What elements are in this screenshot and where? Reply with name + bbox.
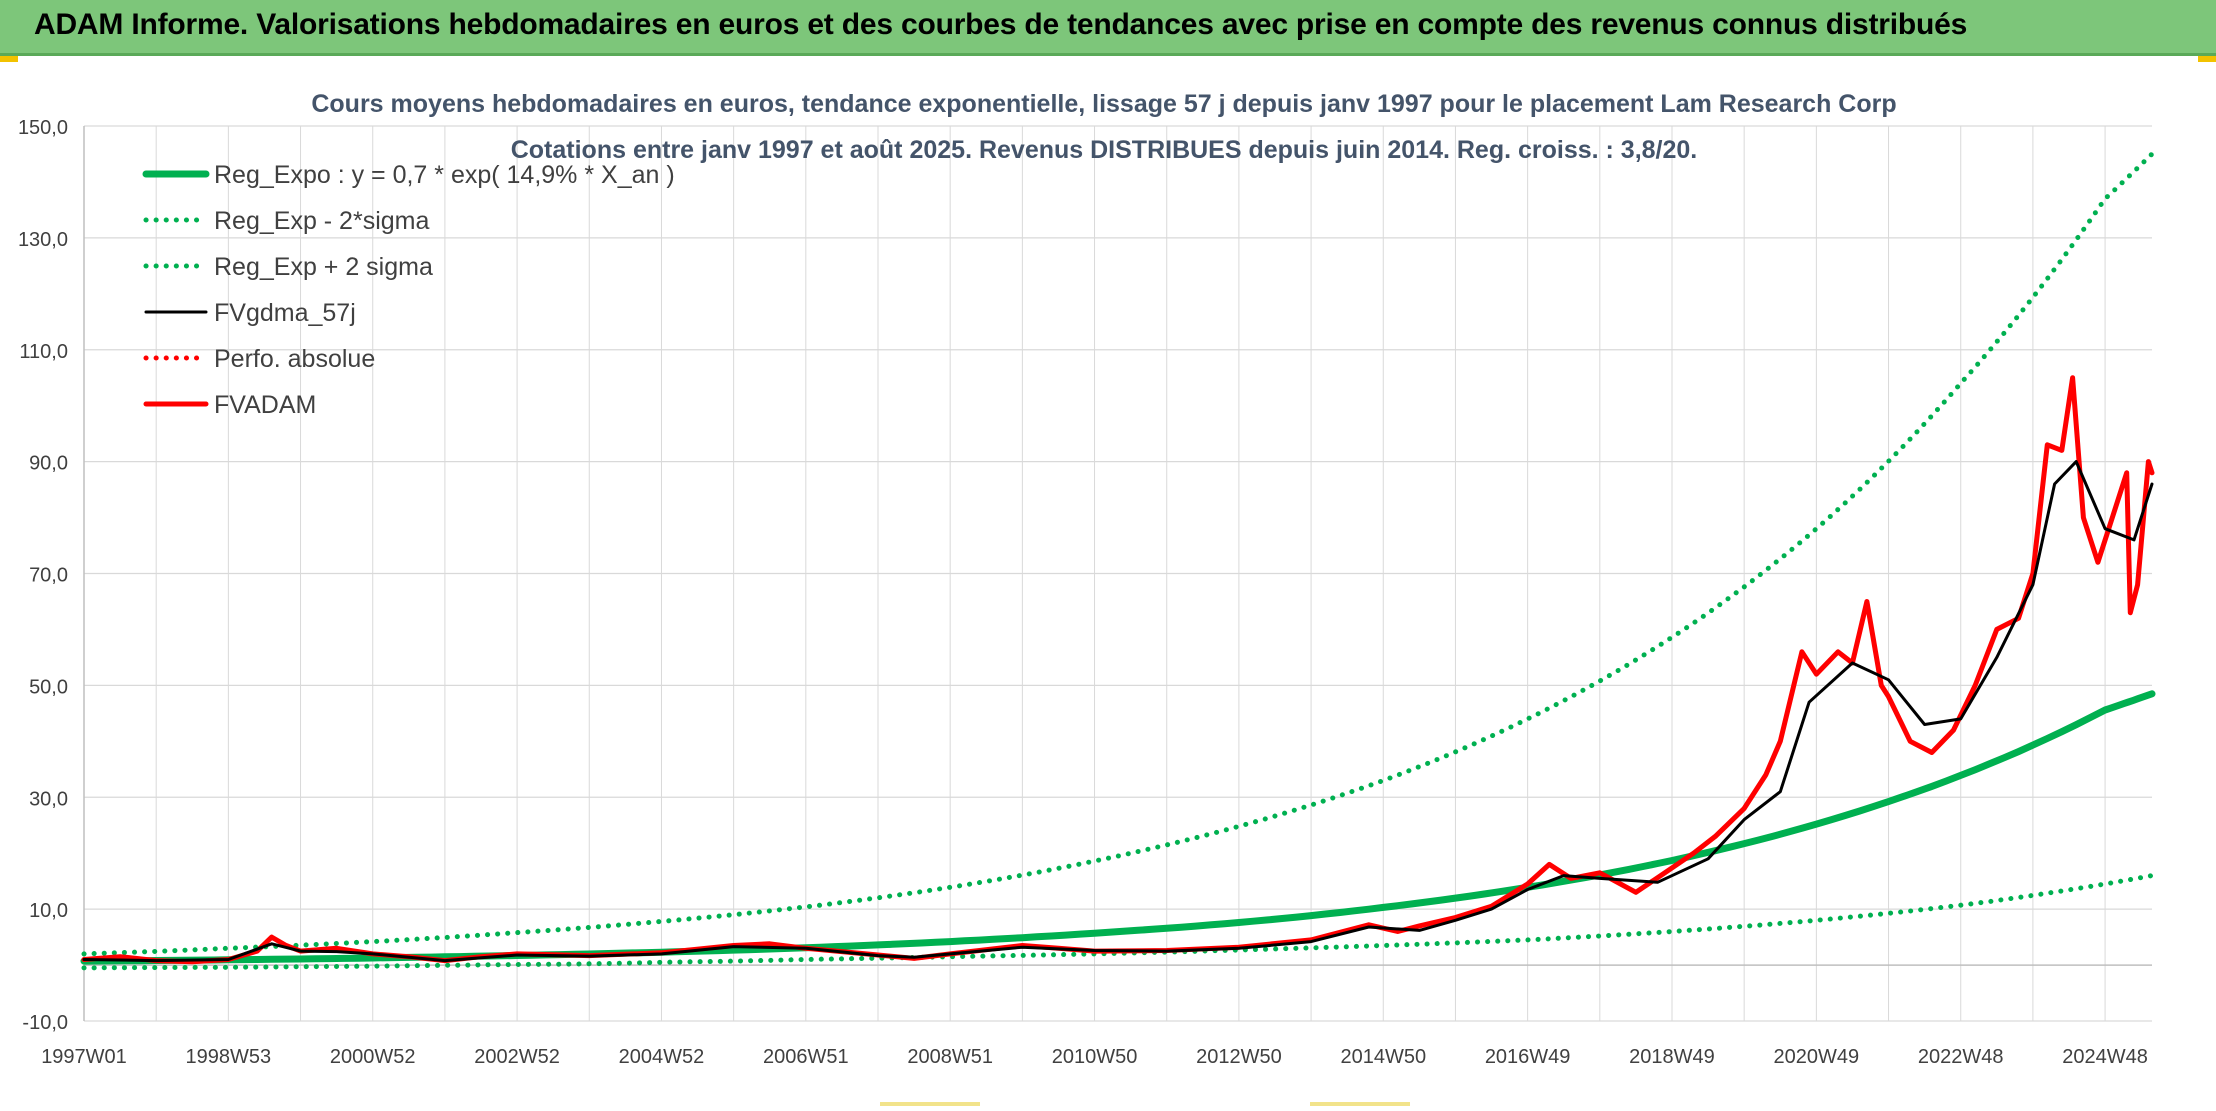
x-tick-label: 2000W52 <box>330 1046 416 1068</box>
legend-label: FVADAM <box>214 391 316 419</box>
legend-item: Perfo. absolue <box>143 345 375 373</box>
y-tick-label: 90,0 <box>29 453 68 475</box>
x-tick-label: 1998W53 <box>186 1046 272 1068</box>
legend-item: FVgdma_57j <box>144 299 356 327</box>
axes: 150,0 130,0 110,0 90,0 70,0 50,0 30,0 10,0 -10,0… <box>18 117 2152 1068</box>
series-line-2 <box>81 151 2155 957</box>
series <box>80 151 2156 971</box>
y-tick-label: 30,0 <box>29 788 68 810</box>
chart-svg: 150,0 130,0 110,0 90,0 70,0 50,0 30,0 10,0 -10,0… <box>18 90 2156 1068</box>
y-tick-label: 130,0 <box>18 229 68 251</box>
bottom-marker <box>880 1102 980 1106</box>
y-tick-label: -10,0 <box>22 1012 68 1034</box>
legend-label: Reg_Exp + 2 sigma <box>214 253 433 281</box>
x-tick-label: 2016W49 <box>1485 1046 1571 1068</box>
chart-title: Cours moyens hebdomadaires en euros, ten… <box>311 90 1896 118</box>
x-tick-label: 1997W01 <box>41 1046 127 1068</box>
y-tick-label: 150,0 <box>18 117 68 139</box>
grid <box>83 125 2152 1022</box>
x-tick-label: 2014W50 <box>1340 1046 1426 1068</box>
series-line-3 <box>82 460 2154 963</box>
x-tick-label: 2018W49 <box>1629 1046 1715 1068</box>
legend-item: Reg_Exp - 2*sigma <box>143 207 429 235</box>
x-tick-label: 2006W51 <box>763 1046 849 1068</box>
corner-marker-left <box>0 56 18 62</box>
x-tick-label: 2020W49 <box>1774 1046 1860 1068</box>
chart-titles: Cours moyens hebdomadaires en euros, ten… <box>311 90 1896 164</box>
y-tick-label: 10,0 <box>29 900 68 922</box>
x-tick-label: 2004W52 <box>619 1046 705 1068</box>
y-tick-label: 110,0 <box>19 341 68 363</box>
legend-item: Reg_Expo : y = 0,7 * exp( 14,9% * X_an ) <box>142 161 675 189</box>
x-tick-label: 2024W48 <box>2062 1046 2148 1068</box>
header-banner: ADAM Informe. Valorisations hebdomadaire… <box>0 0 2216 56</box>
x-tick-label: 2010W50 <box>1052 1046 1138 1068</box>
x-tick-label: 2008W51 <box>907 1046 993 1068</box>
page-title: ADAM Informe. Valorisations hebdomadaire… <box>34 8 1968 41</box>
chart-subtitle: Cotations entre janv 1997 et août 2025. … <box>511 136 1698 164</box>
legend-label: FVgdma_57j <box>214 299 356 327</box>
x-tick-label: 2022W48 <box>1918 1046 2004 1068</box>
y-tick-label: 50,0 <box>29 676 68 698</box>
legend-label: Reg_Expo : y = 0,7 * exp( 14,9% * X_an ) <box>214 161 675 189</box>
y-tick-label: 70,0 <box>29 565 68 587</box>
corner-marker-right <box>2198 56 2216 62</box>
x-tick-label: 2012W50 <box>1196 1046 1282 1068</box>
legend-label: Reg_Exp - 2*sigma <box>214 207 429 235</box>
chart-area: 150,0 130,0 110,0 90,0 70,0 50,0 30,0 10,0 -10,0… <box>0 62 2216 1106</box>
x-tick-label: 2002W52 <box>474 1046 560 1068</box>
legend-label: Perfo. absolue <box>214 345 375 373</box>
legend-item: Reg_Exp + 2 sigma <box>143 253 433 281</box>
bottom-marker <box>1310 1102 1410 1106</box>
series-line-5 <box>81 375 2155 965</box>
series-line-0 <box>80 690 2156 965</box>
legend-item: FVADAM <box>143 391 316 419</box>
legend: Reg_Expo : y = 0,7 * exp( 14,9% * X_an )… <box>142 161 675 419</box>
